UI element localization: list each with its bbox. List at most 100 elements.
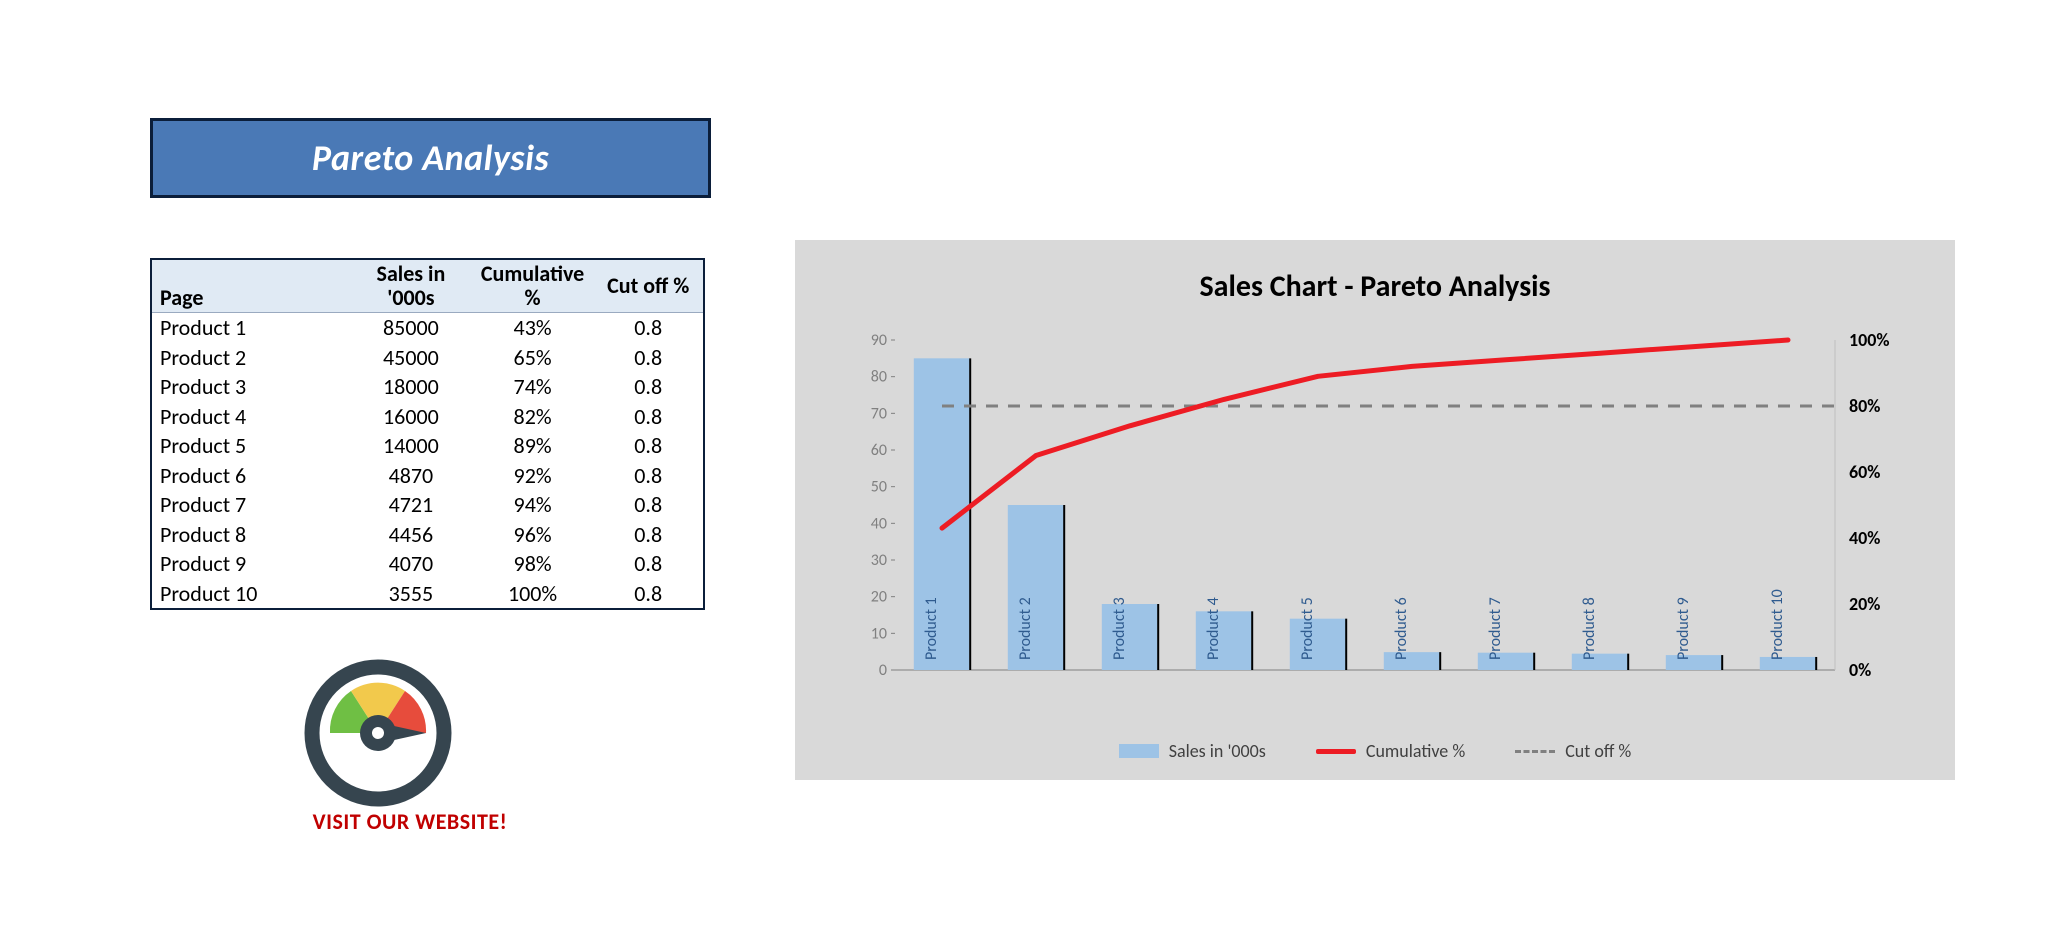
chart-plot-area: 0 10 20 30 40 50 60 70 80 90 0% 20% 40% 60% 80% 100% Pro… (855, 330, 1895, 690)
svg-text:40: 40 (871, 514, 887, 533)
table-cell: Product 7 (151, 490, 350, 520)
table-cell: 85000 (350, 313, 472, 343)
table-cell: 0.8 (593, 549, 704, 579)
title-banner: Pareto Analysis (150, 118, 711, 198)
table-row: Product 31800074%0.8 (151, 372, 704, 402)
svg-text:90: 90 (871, 331, 887, 350)
legend-label-cutoff: Cut off % (1565, 740, 1631, 762)
table-body: Product 18500043%0.8Product 24500065%0.8… (151, 313, 704, 610)
svg-text:20%: 20% (1849, 593, 1880, 615)
svg-text:100%: 100% (1849, 330, 1890, 351)
svg-text:0%: 0% (1849, 659, 1871, 681)
table-cell: 0.8 (593, 490, 704, 520)
svg-text:Product 9: Product 9 (1674, 597, 1693, 660)
table-cell: 74% (472, 372, 594, 402)
table-cell: 4870 (350, 461, 472, 491)
pareto-data-table: Page Sales in '000s Cumulative % Cut off… (150, 258, 705, 610)
svg-text:50: 50 (871, 478, 887, 497)
svg-text:80%: 80% (1849, 395, 1880, 417)
svg-text:40%: 40% (1849, 527, 1880, 549)
col-header-cutoff: Cut off % (593, 259, 704, 313)
table-cell: Product 6 (151, 461, 350, 491)
svg-text:Product 5: Product 5 (1298, 597, 1317, 660)
chart-svg: 0 10 20 30 40 50 60 70 80 90 0% 20% 40% 60% 80% 100% Pro… (855, 330, 1895, 690)
table-cell: Product 2 (151, 343, 350, 373)
table-row: Product 8445696%0.8 (151, 520, 704, 550)
table-cell: 4721 (350, 490, 472, 520)
table-row: Product 103555100%0.8 (151, 579, 704, 610)
chart-legend: Sales in '000s Cumulative % Cut off % (795, 740, 1955, 762)
table-head: Page Sales in '000s Cumulative % Cut off… (151, 259, 704, 313)
table-cell: Product 8 (151, 520, 350, 550)
table-row: Product 7472194%0.8 (151, 490, 704, 520)
table-cell: 43% (472, 313, 594, 343)
table-cell: 92% (472, 461, 594, 491)
table-cell: 100% (472, 579, 594, 610)
table-row: Product 18500043%0.8 (151, 313, 704, 343)
table-cell: 0.8 (593, 313, 704, 343)
table-cell: 0.8 (593, 461, 704, 491)
table-cell: 98% (472, 549, 594, 579)
table-cell: 45000 (350, 343, 472, 373)
pareto-chart-panel: Sales Chart - Pareto Analysis 0 10 20 30 40 5… (795, 240, 1955, 780)
table-cell: Product 3 (151, 372, 350, 402)
table-cell: 18000 (350, 372, 472, 402)
legend-item-sales: Sales in '000s (1119, 740, 1266, 762)
table-cell: Product 10 (151, 579, 350, 610)
table-cell: 82% (472, 402, 594, 432)
table-cell: 96% (472, 520, 594, 550)
table-cell: 0.8 (593, 372, 704, 402)
table-cell: Product 9 (151, 549, 350, 579)
table-row: Product 6487092%0.8 (151, 461, 704, 491)
page-root: Pareto Analysis Page Sales in '000s Cumu… (0, 0, 2048, 947)
legend-swatch-dash-icon (1515, 750, 1555, 753)
table-row: Product 41600082%0.8 (151, 402, 704, 432)
table-cell: 0.8 (593, 579, 704, 610)
svg-text:Product 7: Product 7 (1486, 597, 1505, 660)
table-cell: 0.8 (593, 431, 704, 461)
table-cell: 16000 (350, 402, 472, 432)
svg-text:10: 10 (871, 624, 887, 643)
svg-text:Product 3: Product 3 (1110, 597, 1129, 660)
table-cell: 89% (472, 431, 594, 461)
legend-swatch-line-icon (1316, 749, 1356, 754)
svg-text:60: 60 (871, 441, 887, 460)
svg-text:30: 30 (871, 551, 887, 570)
table-cell: 3555 (350, 579, 472, 610)
svg-text:Product 2: Product 2 (1016, 597, 1035, 660)
gauge-icon[interactable] (300, 658, 455, 813)
svg-text:Product 8: Product 8 (1580, 597, 1599, 660)
table-cell: 4456 (350, 520, 472, 550)
table-cell: 0.8 (593, 402, 704, 432)
table-row: Product 9407098%0.8 (151, 549, 704, 579)
legend-label-sales: Sales in '000s (1169, 740, 1266, 762)
table-cell: Product 5 (151, 431, 350, 461)
legend-swatch-bar-icon (1119, 744, 1159, 758)
svg-text:0: 0 (879, 661, 887, 680)
table-cell: 0.8 (593, 343, 704, 373)
svg-text:Product 4: Product 4 (1204, 597, 1223, 660)
table-cell: 65% (472, 343, 594, 373)
chart-title: Sales Chart - Pareto Analysis (795, 240, 1955, 305)
col-header-cumulative: Cumulative % (472, 259, 594, 313)
table-cell: 0.8 (593, 520, 704, 550)
svg-text:Product 10: Product 10 (1768, 589, 1787, 660)
table-cell: 94% (472, 490, 594, 520)
visit-website-link[interactable]: VISIT OUR WEBSITE! (270, 808, 550, 835)
table-cell: Product 4 (151, 402, 350, 432)
col-header-page: Page (151, 259, 350, 313)
svg-text:60%: 60% (1849, 461, 1880, 483)
table-cell: 14000 (350, 431, 472, 461)
table-row: Product 24500065%0.8 (151, 343, 704, 373)
svg-text:80: 80 (871, 368, 887, 387)
svg-text:20: 20 (871, 588, 887, 607)
legend-label-cumulative: Cumulative % (1366, 740, 1465, 762)
col-header-sales: Sales in '000s (350, 259, 472, 313)
legend-item-cutoff: Cut off % (1515, 740, 1631, 762)
title-text: Pareto Analysis (312, 136, 549, 180)
svg-text:Product 1: Product 1 (922, 597, 941, 660)
table-cell: Product 1 (151, 313, 350, 343)
legend-item-cumulative: Cumulative % (1316, 740, 1465, 762)
table-header-row: Page Sales in '000s Cumulative % Cut off… (151, 259, 704, 313)
svg-text:70: 70 (871, 404, 887, 423)
